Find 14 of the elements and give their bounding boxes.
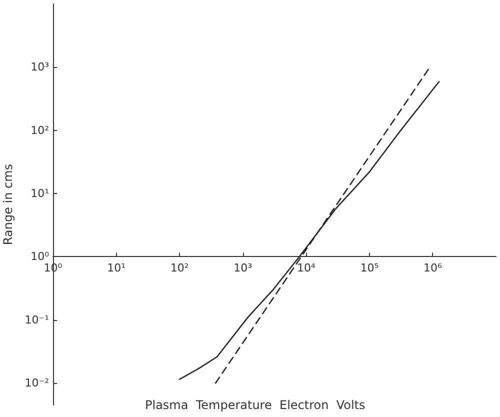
y-tick-label: 10⁻¹ — [24, 313, 49, 326]
y-tick-label: 10³ — [30, 60, 49, 74]
x-tick-label: 10⁵ — [360, 262, 379, 275]
x-tick-label: 10² — [170, 262, 189, 275]
y-tick-label: 10¹ — [30, 187, 49, 200]
x-tick-label: 10⁴ — [296, 262, 316, 275]
y-tick-label: 10⁻² — [24, 376, 49, 390]
x-tick-label: 10⁶ — [424, 262, 442, 275]
x-tick-label: 10³ — [234, 262, 252, 275]
y-tick-label: 10² — [30, 124, 49, 137]
x-tick-label: 10¹ — [107, 262, 126, 275]
y-axis-title: Range in cms — [0, 164, 15, 246]
x-axis-title: Plasma Temperature Electron Volts — [145, 398, 366, 412]
y-tick-label: 10⁰ — [30, 250, 50, 264]
